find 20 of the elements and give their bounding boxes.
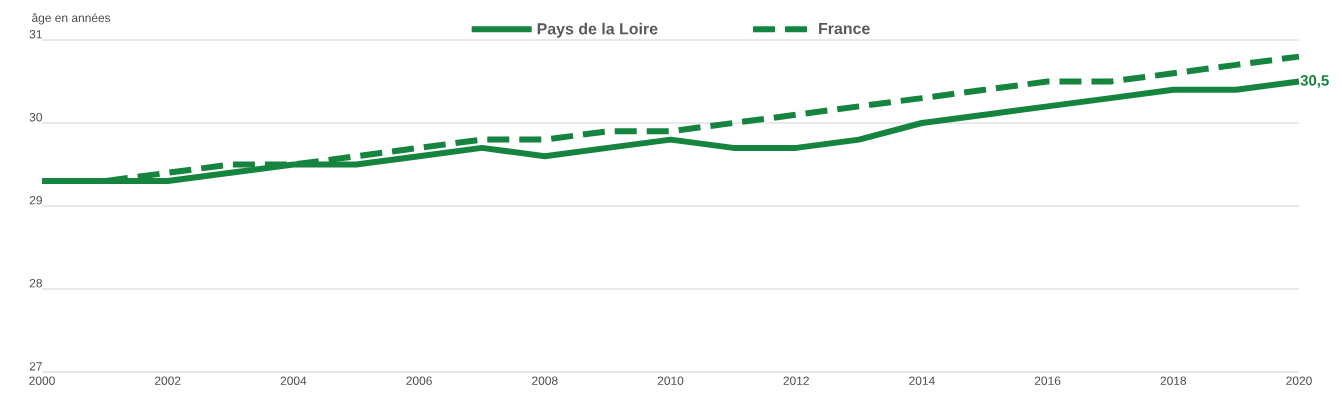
x-tick-label: 2006 [406,376,432,385]
x-tick-label: 2012 [783,376,809,385]
x-tick-label: 2004 [280,376,307,385]
x-tick-label: 2008 [532,376,558,385]
x-tick-label: 2016 [1034,376,1061,385]
y-axis-title: âge en années [32,13,111,25]
x-tick-label: 2018 [1160,376,1187,385]
x-tick-label: 2002 [154,376,181,385]
y-tick-label: 31 [29,30,42,39]
y-tick-label: 27 [29,362,42,371]
y-tick-label: 30 [29,113,43,122]
annotation: 30,5 [1300,75,1329,88]
x-tick-label: 2010 [657,376,684,385]
legend-label: France [819,23,870,35]
y-tick-label: 29 [29,196,42,205]
x-tick-label: 2014 [909,376,935,385]
x-tick-label: 2020 [1286,376,1312,385]
x-tick-label: 2000 [29,376,55,385]
y-tick-label: 28 [29,279,42,288]
legend-label: Pays de la Loire [537,22,658,38]
